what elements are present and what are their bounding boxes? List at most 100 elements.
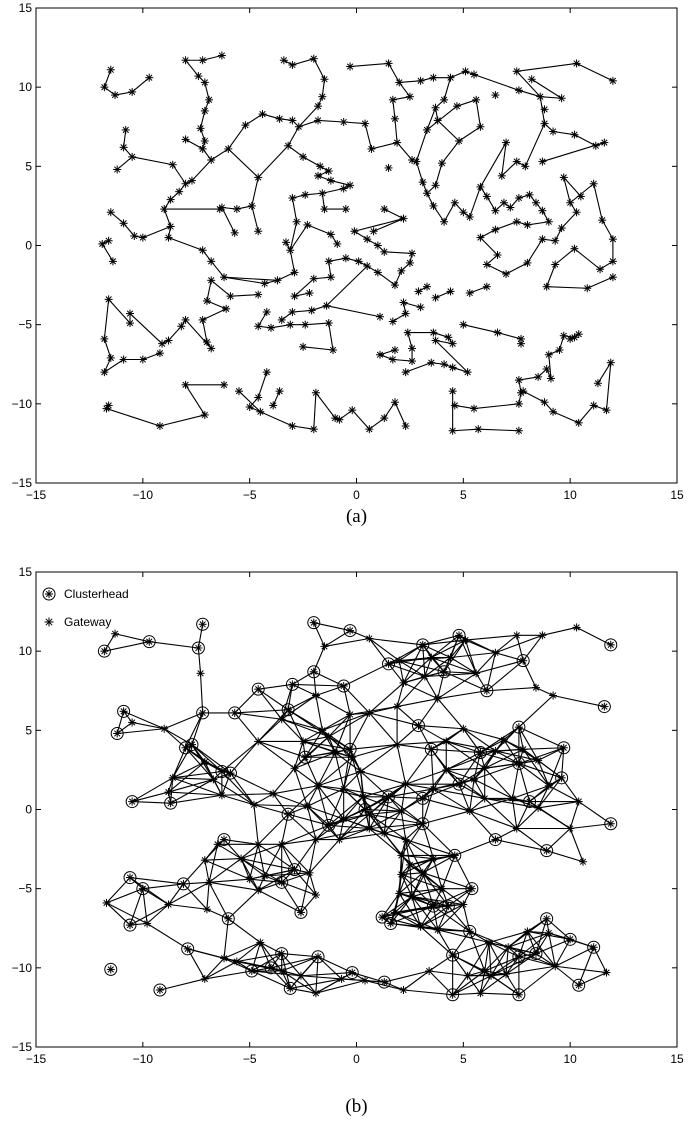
node-marker <box>474 425 483 434</box>
network-edge <box>172 777 214 780</box>
gateway-marker <box>303 802 312 811</box>
network-edge <box>281 718 323 731</box>
node-marker <box>196 124 205 133</box>
node-marker <box>288 116 297 125</box>
network-edge <box>399 656 432 662</box>
node-marker <box>202 296 211 305</box>
node-marker <box>542 282 551 291</box>
network-edge <box>132 156 173 166</box>
network-edge <box>405 783 434 790</box>
network-edge <box>221 772 231 796</box>
node-marker <box>181 135 190 144</box>
node-marker <box>373 241 382 250</box>
network-edge <box>258 881 282 891</box>
network-edge <box>446 740 496 752</box>
node-marker <box>598 216 607 225</box>
network-edge <box>287 126 300 147</box>
network-edge <box>257 889 302 913</box>
node-marker <box>200 106 209 115</box>
network-edge <box>593 183 603 221</box>
clusterhead-marker <box>283 981 297 995</box>
x-tick-label: −10 <box>133 488 154 502</box>
node-marker <box>416 303 425 312</box>
node-marker <box>217 51 226 60</box>
node-marker <box>405 258 414 267</box>
gateway-marker <box>277 840 286 849</box>
network-edge <box>437 698 464 730</box>
network-edge <box>392 313 406 322</box>
network-edge <box>172 164 187 185</box>
gateway-marker <box>399 986 408 994</box>
network-edge <box>172 761 206 779</box>
gateway-marker <box>305 868 314 877</box>
network-edge <box>294 869 310 874</box>
network-edge <box>170 777 174 804</box>
node-marker <box>294 122 303 131</box>
network-edge <box>405 839 411 866</box>
network-edge <box>270 324 291 329</box>
network-edge <box>298 105 319 128</box>
network-edge <box>578 947 595 986</box>
node-marker <box>354 257 363 266</box>
network-edge <box>281 872 310 883</box>
node-marker <box>514 86 523 95</box>
network-edge <box>354 230 368 240</box>
clusterhead-marker <box>345 966 359 980</box>
network-edge <box>170 778 214 804</box>
network-edge <box>433 788 485 799</box>
clusterhead-marker <box>223 766 237 780</box>
network-edge <box>362 796 385 834</box>
legend: Clusterhead Gateway <box>42 587 129 629</box>
node-marker <box>608 273 617 282</box>
network-edge <box>187 948 206 980</box>
network-edge <box>561 747 565 778</box>
node-marker <box>455 137 464 145</box>
network-edge <box>548 777 562 787</box>
node-marker <box>470 70 479 79</box>
node-marker <box>388 355 397 364</box>
node-marker <box>111 91 120 100</box>
network-edge <box>488 941 509 948</box>
network-edge <box>527 918 547 932</box>
network-edge <box>350 744 398 750</box>
network-edge <box>343 771 362 790</box>
network-edge <box>535 932 550 954</box>
node-marker <box>202 338 211 347</box>
node-marker <box>324 257 333 266</box>
gateway-marker <box>480 967 489 975</box>
gateway-marker <box>232 957 241 966</box>
network-edge <box>422 810 470 825</box>
node-marker <box>254 227 263 236</box>
gateway-marker <box>324 732 333 741</box>
network-edge <box>172 747 187 779</box>
node-marker <box>399 214 408 223</box>
node-marker <box>339 118 348 126</box>
network-edge <box>529 785 550 803</box>
network-edge <box>518 695 554 728</box>
clusterhead-marker <box>377 975 391 989</box>
clusterhead-marker <box>281 807 295 821</box>
network-edge <box>599 260 614 270</box>
network-edge <box>484 767 513 799</box>
network-edge <box>238 390 261 413</box>
clusterhead-marker <box>153 983 167 997</box>
network-edge <box>146 904 169 924</box>
node-marker <box>502 138 511 147</box>
network-edge <box>257 844 266 877</box>
network-edge <box>163 208 172 227</box>
network-edge <box>542 626 577 636</box>
gateway-marker <box>544 781 553 790</box>
network-edge <box>129 313 163 345</box>
network-edge <box>490 953 537 977</box>
node-marker <box>166 195 175 204</box>
gateway-marker <box>531 683 540 692</box>
clusterhead-marker <box>375 910 389 924</box>
panel-b: −15 −10 −5 0 5 10 15 −15 −10 −5 0 5 10 15 (b) Clusterhe… <box>12 565 684 1117</box>
node-marker <box>220 273 229 282</box>
network-edge <box>497 332 522 340</box>
network-edge <box>240 858 282 883</box>
network-edge <box>537 747 565 761</box>
node-marker <box>341 205 350 214</box>
gateway-marker <box>269 789 278 798</box>
